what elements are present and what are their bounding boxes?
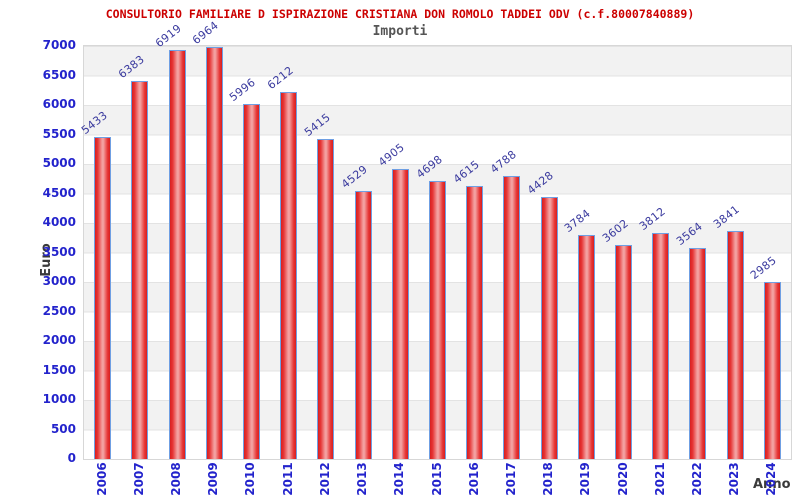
x-tick-label: 2013: [355, 462, 370, 496]
bar-2018: [540, 196, 558, 459]
x-tick-label: 2018: [541, 462, 556, 496]
x-tick-label: 2024: [764, 462, 779, 496]
y-tick-label: 5000: [42, 156, 76, 170]
bar-value-label: 4615: [450, 157, 482, 186]
x-tick-label: 2006: [94, 462, 109, 496]
bar-2014: [391, 168, 409, 459]
x-tick-label: 2016: [466, 462, 481, 496]
x-tick-label: 2008: [169, 462, 184, 496]
bar-value-label: 6212: [264, 63, 296, 92]
bar-value-label: 2985: [748, 253, 780, 282]
bar-value-label: 3564: [673, 219, 705, 248]
y-tick-label: 0: [67, 451, 76, 465]
bar-2013: [354, 190, 372, 459]
y-tick-label: 6500: [42, 67, 76, 82]
bar-2009: [205, 47, 223, 459]
x-tick-label: 2015: [429, 462, 444, 496]
bar-2023: [726, 231, 744, 459]
bar-2017: [503, 175, 521, 459]
plot-area: 5433 6383 6919 6964 5996 6212 5415 4529 4905 4698…: [79, 19, 792, 460]
y-tick-label: 3000: [42, 274, 76, 288]
y-tick-label: 3500: [42, 244, 76, 259]
bar-value-label: 4428: [525, 168, 557, 197]
x-tick-label: 2014: [392, 462, 407, 496]
bar-2021: [652, 233, 670, 459]
bar-value-label: 5996: [227, 76, 259, 105]
x-tick-label: 2019: [578, 462, 593, 496]
bar-2024: [763, 281, 781, 459]
y-tick-label: 4000: [42, 215, 76, 229]
bar-2011: [280, 91, 298, 459]
bar-2015: [429, 180, 446, 459]
bar-2019: [577, 234, 595, 459]
bar-value-label: 4698: [413, 152, 445, 181]
y-tick-label: 6000: [42, 97, 76, 111]
y-tick-label: 5500: [42, 126, 76, 141]
y-tick-label: 4500: [42, 185, 76, 200]
x-tick-label: 2017: [503, 462, 518, 496]
y-tick-label: 7000: [42, 38, 76, 52]
bar-2007: [131, 81, 149, 459]
y-tick-label: 2500: [42, 303, 76, 318]
bar-2020: [615, 245, 633, 459]
x-tick-label: 2012: [317, 462, 332, 496]
bar-value-label: 4529: [339, 162, 371, 191]
bar-2010: [242, 104, 260, 459]
x-axis-title: Anno: [753, 477, 791, 492]
bar-value-label: 5415: [301, 110, 333, 139]
bar-value-label: 3841: [711, 203, 743, 232]
chart-subtitle: Importi: [372, 24, 428, 39]
bar-value-label: 4905: [376, 140, 408, 169]
bar-value-label: 3602: [599, 217, 631, 246]
x-tick-label: 2021: [652, 462, 667, 496]
bar-2008: [168, 49, 186, 459]
bar-value-label: 4788: [487, 147, 519, 176]
x-tick-label: 2020: [615, 462, 630, 496]
y-tick-label: 2000: [42, 333, 76, 347]
bar-value-label: 6383: [115, 53, 147, 82]
x-tick-label: 2007: [131, 462, 146, 496]
bar-value-label: 5433: [78, 109, 110, 138]
chart-title: CONSULTORIO FAMILIARE D ISPIRAZIONE CRIS…: [105, 7, 695, 21]
x-tick-label: 2009: [206, 462, 221, 496]
bar-2016: [466, 185, 484, 459]
bar-2012: [317, 138, 335, 459]
bar-value-label: 3784: [562, 206, 594, 235]
x-tick-label: 2023: [727, 462, 742, 496]
bar-value-label: 3812: [636, 204, 668, 234]
y-tick-label: 1000: [42, 392, 76, 406]
bar-2022: [689, 247, 707, 459]
x-tick-label: 2010: [243, 462, 258, 496]
y-tick-label: 500: [50, 421, 76, 436]
x-tick-label: 2011: [280, 462, 295, 496]
x-tick-label: 2022: [689, 462, 704, 496]
bar-2006: [94, 137, 112, 459]
y-tick-label: 1500: [42, 362, 76, 377]
